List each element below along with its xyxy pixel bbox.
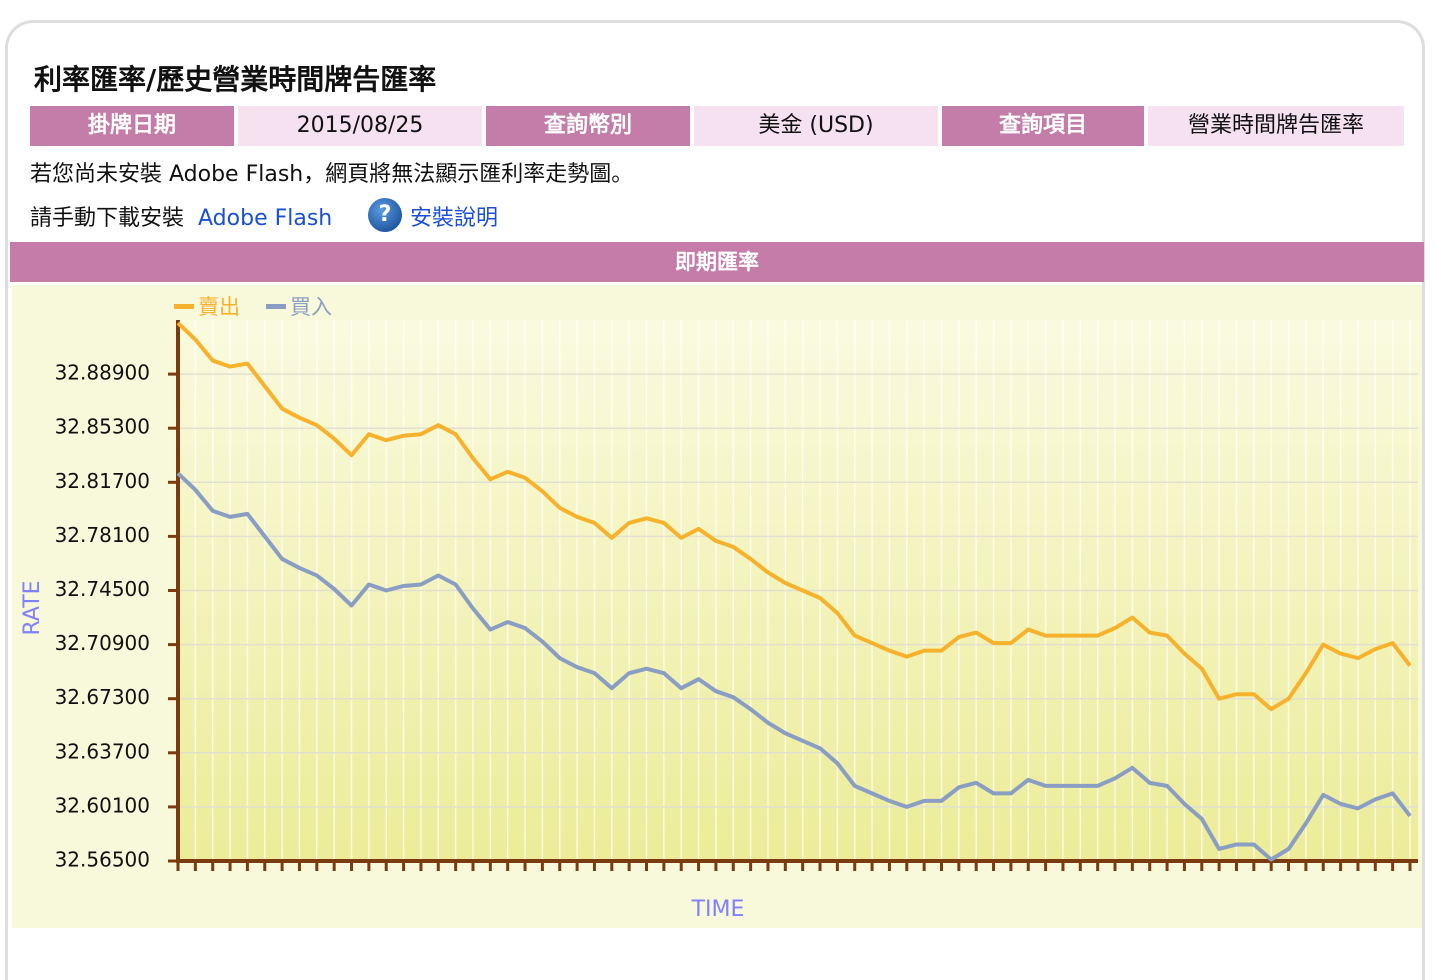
y-tick-label: 32.56500 bbox=[55, 848, 150, 872]
series-line bbox=[176, 471, 1412, 862]
header-cell: 查詢項目 bbox=[942, 106, 1144, 146]
help-icon[interactable]: ? bbox=[368, 198, 402, 232]
y-tick-label: 32.78100 bbox=[55, 523, 150, 547]
header-cell: 掛牌日期 bbox=[30, 106, 234, 146]
value-cell: 美金 (USD) bbox=[694, 106, 938, 146]
y-tick-label: 32.60100 bbox=[55, 793, 150, 817]
y-tick-label: 32.81700 bbox=[55, 469, 150, 493]
y-tick-label: 32.85300 bbox=[55, 415, 150, 439]
legend-swatch bbox=[266, 304, 286, 309]
legend-label: 賣出 bbox=[198, 295, 240, 319]
panel bbox=[5, 20, 1425, 980]
page-title: 利率匯率/歷史營業時間牌告匯率 bbox=[34, 63, 437, 96]
y-axis-title: RATE bbox=[20, 580, 45, 635]
y-tick-label: 32.70900 bbox=[55, 631, 150, 655]
section-title: 即期匯率 bbox=[10, 242, 1424, 282]
value-cell: 2015/08/25 bbox=[238, 106, 482, 146]
header-cell: 查詢幣別 bbox=[486, 106, 690, 146]
help-link[interactable]: 安裝說明 bbox=[410, 206, 499, 231]
x-axis-title: TIME bbox=[691, 897, 745, 922]
y-tick-label: 32.88900 bbox=[55, 361, 150, 385]
value-cell: 營業時間牌告匯率 bbox=[1148, 106, 1404, 146]
chart: RATE TIME 32.56500 32.60100 32.63700 32.673… bbox=[12, 285, 1422, 928]
legend-label: 買入 bbox=[290, 295, 332, 319]
y-tick-label: 32.74500 bbox=[55, 577, 150, 601]
y-tick-label: 32.67300 bbox=[55, 685, 150, 709]
legend-swatch bbox=[174, 304, 194, 309]
download-text: 請手動下載安裝 bbox=[30, 206, 185, 231]
series-line bbox=[176, 321, 1412, 712]
y-tick-label: 32.63700 bbox=[55, 739, 150, 763]
notice-text: 請手動下載安裝 Adobe Flash bbox=[30, 200, 332, 232]
notice-text: 若您尚未安裝 Adobe Flash，網頁將無法顯示匯利率走勢圖。 bbox=[30, 162, 634, 187]
flash-link[interactable]: Adobe Flash bbox=[198, 206, 333, 231]
